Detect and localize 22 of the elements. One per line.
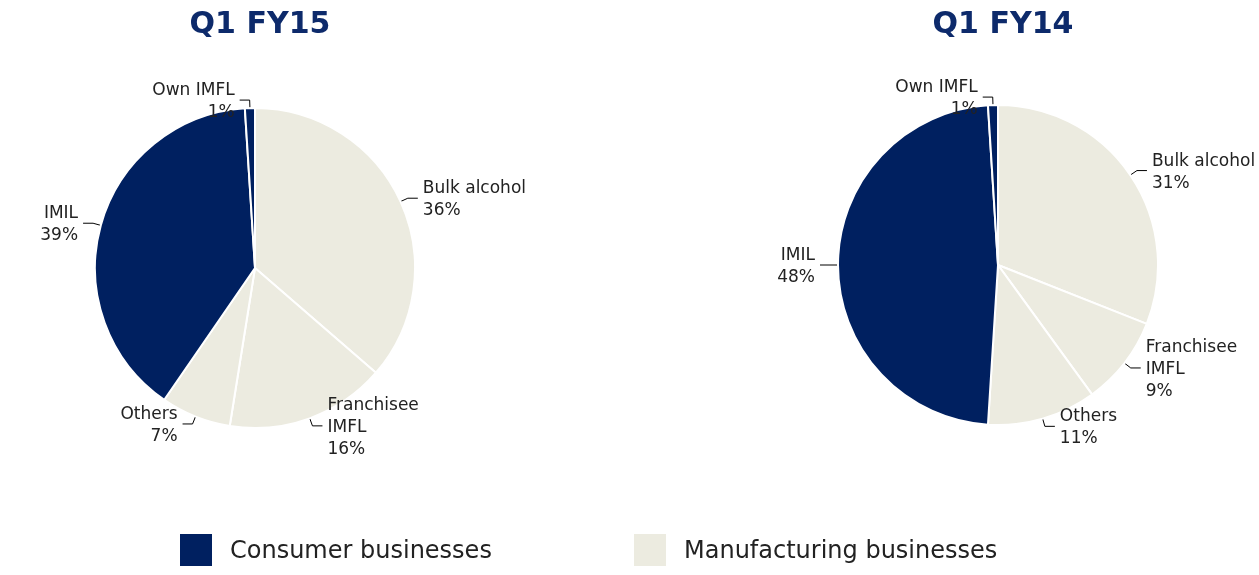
data-label: 16% bbox=[327, 437, 366, 458]
slice-label: Others bbox=[1059, 405, 1118, 426]
data-label: 11% bbox=[1059, 427, 1098, 448]
legend-label: Manufacturing businesses bbox=[684, 536, 998, 564]
slice-label: Own IMFL bbox=[895, 76, 979, 97]
data-label: 9% bbox=[1145, 379, 1173, 400]
slice-label: Others bbox=[120, 402, 178, 423]
slice-label: Bulk alcohol bbox=[1151, 149, 1256, 170]
slice-label: Bulk alcohol bbox=[422, 177, 527, 198]
data-label: 7% bbox=[150, 424, 178, 445]
slice-label: IMIL bbox=[780, 244, 816, 264]
slice-label: Own IMFL bbox=[152, 79, 236, 100]
slice-label: Franchisee IMFL bbox=[1145, 335, 1243, 378]
data-label: 31% bbox=[1151, 171, 1190, 192]
chart-title: Q1 FY15 bbox=[189, 4, 331, 40]
legend-label: Consumer businesses bbox=[230, 536, 492, 564]
slice-label: IMIL bbox=[43, 202, 79, 223]
chart-title: Q1 FY14 bbox=[932, 4, 1074, 40]
data-label: 36% bbox=[422, 199, 461, 220]
slice-label: Franchisee IMFL bbox=[327, 393, 425, 436]
data-label: 39% bbox=[40, 224, 79, 245]
data-label: 48% bbox=[777, 266, 815, 286]
